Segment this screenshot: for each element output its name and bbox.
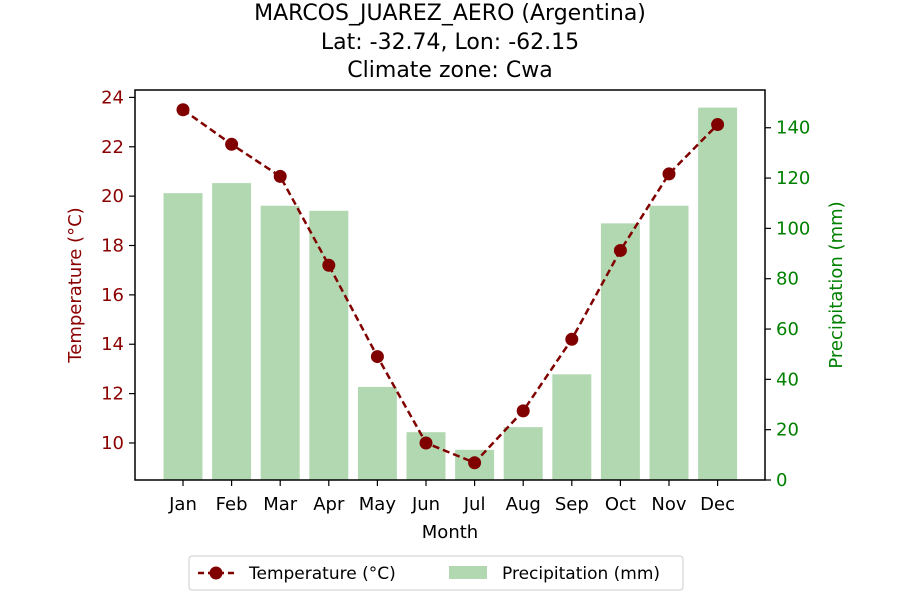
x-tick-label-dec: Dec <box>700 494 735 515</box>
temperature-line <box>182 108 719 465</box>
precip-bar-jan <box>163 193 203 480</box>
chart-title: MARCOS_JUAREZ_AERO (Argentina) Lat: -32.… <box>254 1 646 83</box>
precipitation-axis-ticks: 0 20 40 60 80 100 120 140 <box>765 118 810 491</box>
temperature-point-jul <box>468 456 482 470</box>
title-line-3: Climate zone: Cwa <box>347 58 552 83</box>
legend-precipitation-swatch <box>449 566 487 579</box>
x-tick-label-jul: Jul <box>463 494 486 515</box>
precip-bar-may <box>357 386 397 480</box>
temperature-tick-label-18: 18 <box>101 236 124 257</box>
legend-temperature-marker <box>209 566 223 580</box>
temperature-point-dec <box>711 118 725 132</box>
precipitation-tick-label-100: 100 <box>776 218 810 239</box>
temperature-tick-label-22: 22 <box>101 137 124 158</box>
temperature-point-aug <box>516 404 530 418</box>
x-tick-label-jan: Jan <box>168 494 197 515</box>
temperature-tick-label-10: 10 <box>101 433 124 454</box>
legend: Temperature (°C) Precipitation (mm) <box>188 555 684 591</box>
x-tick-label-apr: Apr <box>313 494 345 515</box>
temperature-point-jan <box>176 103 190 117</box>
temperature-point-oct <box>613 243 627 257</box>
temperature-series <box>176 103 725 470</box>
temperature-point-mar <box>273 169 287 183</box>
x-tick-label-aug: Aug <box>506 494 541 515</box>
precipitation-tick-label-0: 0 <box>776 470 787 491</box>
precipitation-tick-label-120: 120 <box>776 168 810 189</box>
x-tick-label-jun: Jun <box>411 494 440 515</box>
temperature-tick-label-12: 12 <box>101 384 124 405</box>
legend-precipitation-label: Precipitation (mm) <box>502 564 660 584</box>
x-axis-label: Month <box>422 522 478 543</box>
precip-bar-nov <box>649 205 689 480</box>
x-tick-label-mar: Mar <box>263 494 298 515</box>
left-axis-label: Temperature (°C) <box>65 207 86 363</box>
x-tick-label-sep: Sep <box>555 494 589 515</box>
temperature-tick-label-14: 14 <box>101 334 124 355</box>
precip-bar-sep <box>552 374 592 480</box>
precip-bar-apr <box>309 210 349 480</box>
precipitation-tick-label-40: 40 <box>776 369 799 390</box>
precip-bar-aug <box>503 427 543 480</box>
precip-bar-mar <box>260 205 300 480</box>
precipitation-tick-label-20: 20 <box>776 420 799 441</box>
plot-frame <box>134 89 766 481</box>
legend-temperature-label: Temperature (°C) <box>248 564 396 584</box>
x-tick-label-may: May <box>359 494 397 515</box>
temperature-point-jun <box>419 436 433 450</box>
title-line-2: Lat: -32.74, Lon: -62.15 <box>321 30 579 55</box>
title-line-1: MARCOS_JUAREZ_AERO (Argentina) <box>254 1 646 26</box>
precip-bar-feb <box>212 183 252 480</box>
right-axis-label: Precipitation (mm) <box>826 201 847 368</box>
temperature-tick-label-16: 16 <box>101 285 124 306</box>
x-tick-label-oct: Oct <box>605 494 636 515</box>
x-tick-label-feb: Feb <box>216 494 248 515</box>
temperature-point-apr <box>322 258 336 272</box>
temperature-point-nov <box>662 167 676 181</box>
precipitation-tick-label-140: 140 <box>776 118 810 139</box>
temperature-tick-label-24: 24 <box>101 87 124 108</box>
precip-bar-dec <box>698 107 738 480</box>
precipitation-tick-label-80: 80 <box>776 269 799 290</box>
precipitation-bars <box>163 107 738 480</box>
temperature-point-feb <box>225 137 239 151</box>
temperature-point-sep <box>565 332 579 346</box>
temperature-axis-ticks: 10 12 14 16 18 20 22 24 <box>101 87 135 454</box>
temperature-point-may <box>370 350 384 364</box>
x-tick-label-nov: Nov <box>651 494 686 515</box>
precip-bar-oct <box>600 223 640 480</box>
legend-frame <box>188 555 684 591</box>
x-axis-ticks: Jan Feb Mar Apr May Jun Jul Aug Sep Oct Nov Dec <box>168 480 735 515</box>
temperature-tick-label-20: 20 <box>101 186 124 207</box>
precipitation-tick-label-60: 60 <box>776 319 799 340</box>
